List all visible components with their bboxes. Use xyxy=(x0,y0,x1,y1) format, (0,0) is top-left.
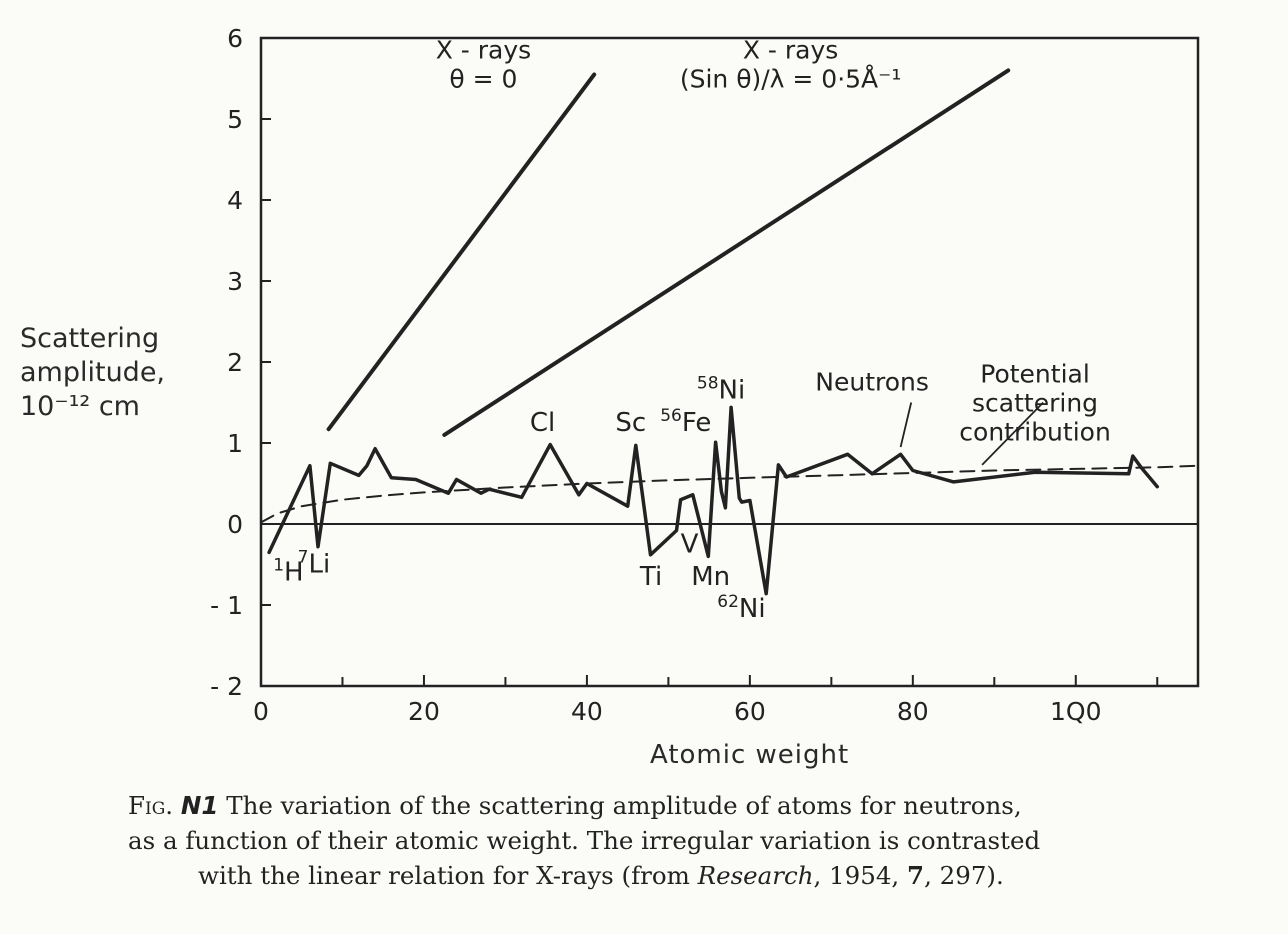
figure-caption: Fig. N1 The variation of the scattering … xyxy=(128,788,1268,893)
point-label-0: 1H xyxy=(273,556,303,588)
y-axis-label-line-3: 10⁻¹² cm xyxy=(20,391,140,422)
series-line-3 xyxy=(260,464,1199,524)
point-label-9: 62Ni xyxy=(717,592,765,624)
annotation-neutrons: Neutrons xyxy=(815,367,929,396)
annotation-potential: Potential scattering contribution xyxy=(959,359,1111,446)
annotation-xrays-theta0: X - rays θ = 0 xyxy=(436,35,531,93)
caption-line-3: with the linear relation for X-rays (fro… xyxy=(128,858,1268,893)
series-line-1 xyxy=(326,72,597,432)
y-tick-label-1: 5 xyxy=(227,105,243,134)
caption-fig-prefix: Fig. xyxy=(128,791,174,820)
y-tick-label-2: 4 xyxy=(227,186,243,215)
point-label-3: Sc xyxy=(615,408,646,438)
point-label-6: Ti xyxy=(639,562,662,592)
caption-line-3-c: , 297). xyxy=(924,861,1004,890)
caption-line-1-text: The variation of the scattering amplitud… xyxy=(218,791,1022,820)
y-tick-label-6: 0 xyxy=(227,510,243,539)
caption-journal: Research xyxy=(697,861,814,890)
point-label-8: Mn xyxy=(691,562,730,592)
y-axis-label: Scattering amplitude, 10⁻¹² cm xyxy=(20,322,165,424)
y-tick-label-0: 6 xyxy=(227,24,243,53)
y-axis-label-line-1: Scattering xyxy=(20,323,160,354)
caption-line-2: as a function of their atomic weight. Th… xyxy=(128,826,1041,855)
annotation-leader-neutrons xyxy=(899,402,913,448)
y-axis-label-line-2: amplitude, xyxy=(20,357,166,388)
series-line-0 xyxy=(267,405,1160,596)
point-label-5: 58Ni xyxy=(697,373,745,405)
x-tick-label-5: 1Q0 xyxy=(1050,697,1102,726)
y-tick-label-7: - 1 xyxy=(210,591,243,620)
x-tick-label-4: 80 xyxy=(897,697,929,726)
x-axis-label: Atomic weight xyxy=(650,740,850,770)
y-tick-label-5: 1 xyxy=(227,429,243,458)
annotation-xrays-sin: X - rays (Sin θ)/λ = 0·5Å⁻¹ xyxy=(680,35,902,93)
point-label-1: 7Li xyxy=(298,548,331,580)
caption-fig-number: N1 xyxy=(180,791,219,820)
y-tick-label-4: 2 xyxy=(227,348,243,377)
point-label-7: V xyxy=(681,529,699,559)
caption-line-1: Fig. N1 The variation of the scattering … xyxy=(128,788,1268,823)
point-label-2: Cl xyxy=(530,408,555,438)
caption-line-3-a: with the linear relation for X-rays (fro… xyxy=(198,861,698,890)
caption-line-3-b: , 1954, xyxy=(813,861,907,890)
x-tick-label-2: 40 xyxy=(571,697,603,726)
x-tick-label-3: 60 xyxy=(734,697,766,726)
point-label-4: 56Fe xyxy=(660,406,711,438)
series-line-2 xyxy=(442,68,1011,437)
caption-volume: 7 xyxy=(907,861,925,890)
x-tick-label-0: 0 xyxy=(253,697,269,726)
x-tick-label-1: 20 xyxy=(408,697,440,726)
y-tick-label-3: 3 xyxy=(227,267,243,296)
annotation-leader-potential xyxy=(981,401,1044,466)
y-tick-label-8: - 2 xyxy=(210,672,243,701)
